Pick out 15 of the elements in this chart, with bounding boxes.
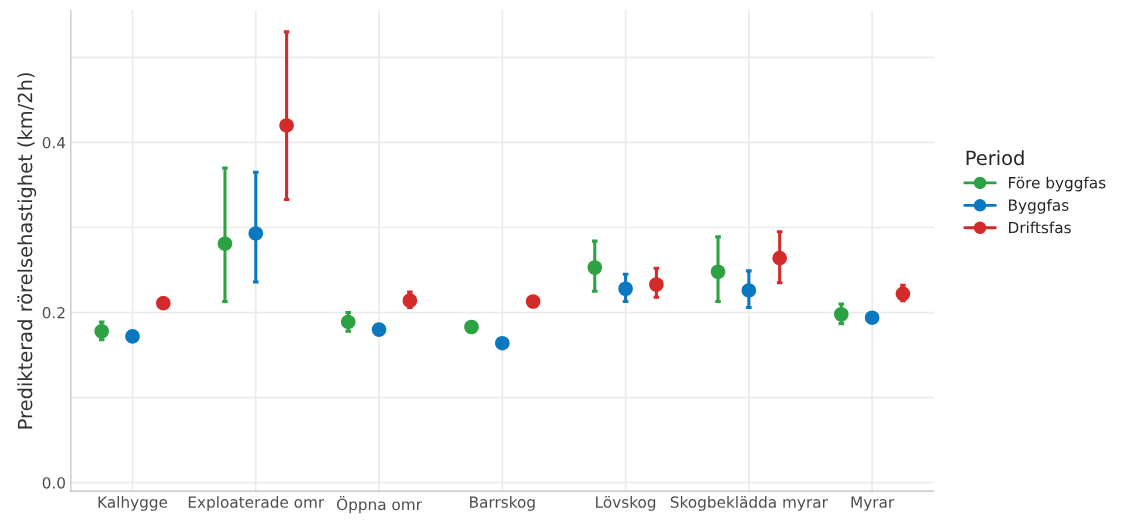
x-tick-label: Kalhygge — [98, 496, 168, 511]
legend-title: Period — [966, 150, 1024, 166]
x-tick-label: Öppna omr — [336, 496, 422, 514]
x-tick-label: Skogbeklädda myrar — [670, 496, 828, 511]
y-tick-label: 0.0 — [42, 477, 65, 489]
x-tick-label: Exploaterade omr — [188, 496, 325, 511]
legend-label: Byggfas — [1009, 199, 1069, 214]
y-axis-title: Predikterad rörelsehastighet (km/2h) — [17, 73, 37, 429]
x-tick-label: Lövskog — [596, 496, 656, 511]
x-tick-label: Barrskog — [470, 496, 535, 511]
legend-label: Driftsfas — [1009, 221, 1071, 234]
y-tick-label: 0.2 — [42, 307, 65, 319]
x-tick-label: Myrar — [851, 496, 895, 511]
y-tick-label: 0.4 — [42, 136, 66, 149]
legend-label: Före byggfas — [1009, 176, 1106, 192]
